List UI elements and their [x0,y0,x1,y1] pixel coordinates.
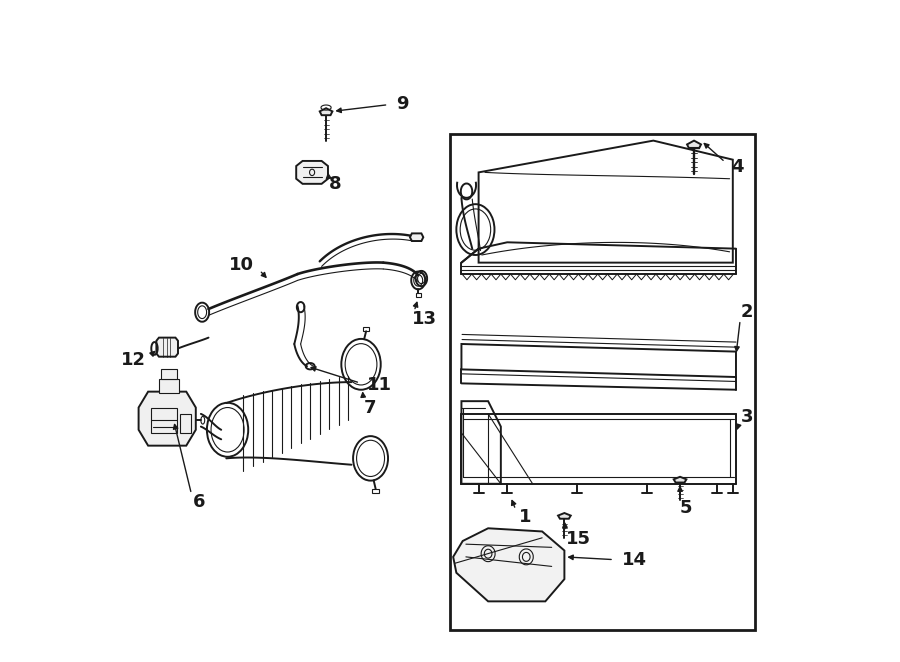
Polygon shape [674,477,687,483]
Text: 14: 14 [622,551,646,569]
Text: 10: 10 [230,256,255,273]
Bar [373,489,379,493]
Polygon shape [410,234,423,241]
Bar [151,408,176,433]
Polygon shape [558,513,571,519]
Text: 4: 4 [731,158,743,176]
Text: 11: 11 [367,376,392,395]
Text: 2: 2 [741,303,753,321]
Bar [363,328,369,331]
Text: 5: 5 [680,499,693,517]
Polygon shape [157,338,178,357]
Bar [161,369,176,379]
Polygon shape [320,108,332,115]
Polygon shape [687,140,701,148]
Text: 7: 7 [364,399,377,416]
Text: 9: 9 [396,95,409,113]
Text: 6: 6 [194,493,206,510]
Text: 1: 1 [518,508,531,526]
Text: 3: 3 [741,408,753,426]
Bar [450,134,755,630]
Text: 12: 12 [122,351,146,369]
Polygon shape [139,392,196,446]
Polygon shape [296,161,328,184]
Bar [159,379,179,393]
Bar [416,293,421,297]
Bar [180,414,192,433]
Text: 15: 15 [566,530,590,548]
Text: 8: 8 [329,175,342,193]
Polygon shape [454,528,564,601]
Text: 13: 13 [412,310,436,328]
